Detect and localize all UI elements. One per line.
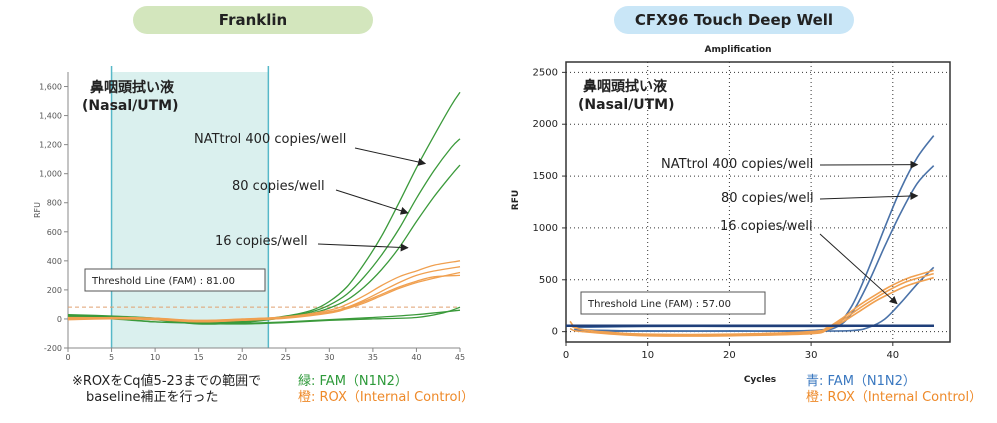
franklin-title: Franklin — [133, 6, 373, 34]
fam-series-line — [67, 309, 461, 324]
y-tick-label: 600 — [47, 228, 62, 237]
threshold-label: Threshold Line (FAM) : 57.00 — [587, 299, 731, 310]
annotation-label: 80 copies/well — [232, 179, 325, 194]
y-tick-label: 1,000 — [39, 170, 62, 179]
sample-label-line2: (Nasal/UTM) — [82, 98, 179, 114]
x-tick-label: 10 — [641, 350, 654, 361]
cfx96-legend: 青: FAM（N1N2） 橙: ROX（Internal Control） — [806, 374, 982, 406]
y-tick-label: 400 — [47, 257, 62, 266]
y-tick-label: 1,200 — [39, 141, 62, 150]
y-axis-label: RFU — [511, 190, 521, 210]
x-tick-label: 5 — [109, 353, 114, 362]
x-tick-label: 35 — [368, 353, 378, 362]
x-tick-label: 0 — [65, 353, 70, 362]
x-tick-label: 0 — [563, 350, 569, 361]
rox-series-line — [67, 271, 461, 323]
annotation-label: 16 copies/well — [215, 234, 308, 249]
annotation-arrow — [317, 243, 409, 252]
sample-label-line1: 鼻咽頭拭い液 — [583, 78, 668, 95]
legend-rox-orange-right: 橙: ROX（Internal Control） — [806, 390, 983, 405]
rox-series-line — [67, 274, 461, 322]
y-tick-label: 0 — [552, 327, 558, 338]
chart-subtitle: Amplification — [704, 45, 771, 55]
annotation-label: 80 copies/well — [721, 191, 814, 206]
cfx96-chart: Amplification 0 500 1000 1500 2000 2500 0 10 20 30… — [511, 45, 951, 385]
x-tick-label: 20 — [723, 350, 736, 361]
y-tick-label: 500 — [539, 275, 558, 286]
cfx96-title: CFX96 Touch Deep Well — [614, 6, 854, 34]
annotation-label: 16 copies/well — [720, 219, 813, 234]
franklin-legend: 緑: FAM（N1N2） 橙: ROX（Internal Control） — [298, 374, 474, 406]
sample-label-line2: (Nasal/UTM) — [578, 97, 675, 113]
y-tick-label: 1,400 — [39, 112, 62, 121]
y-tick-label: 2500 — [533, 67, 558, 78]
annotation-arrow — [335, 189, 409, 215]
x-tick-label: 45 — [455, 353, 465, 362]
threshold-label-box — [580, 291, 766, 315]
legend-rox-orange: 橙: ROX（Internal Control） — [298, 390, 475, 405]
x-tick-label: 10 — [150, 353, 160, 362]
y-tick-label: 1000 — [533, 223, 558, 234]
legend-fam-green: 緑: FAM（N1N2） — [298, 374, 408, 389]
legend-fam-blue: 青: FAM（N1N2） — [806, 374, 916, 389]
y-tick-label: 2000 — [533, 119, 558, 130]
sample-label-line1: 鼻咽頭拭い液 — [90, 79, 175, 96]
x-tick-label: 20 — [237, 353, 247, 362]
x-tick-label: 15 — [194, 353, 204, 362]
y-tick-label: 0 — [57, 315, 62, 324]
annotation-arrow — [354, 147, 427, 166]
annotation-arrow — [819, 233, 898, 305]
threshold-label: Threshold Line (FAM) : 81.00 — [91, 276, 235, 287]
y-tick-label: 800 — [47, 199, 62, 208]
x-tick-label: 40 — [886, 350, 899, 361]
rox-series-line — [569, 276, 934, 337]
baseline-note: ※ROXをCq値5-23までの範囲で baseline補正を行った — [72, 374, 261, 406]
annotation-arrow — [819, 192, 919, 201]
x-tick-label: 30 — [805, 350, 818, 361]
y-tick-label: 1500 — [533, 171, 558, 182]
x-tick-label: 30 — [324, 353, 334, 362]
x-tick-label: 40 — [411, 353, 421, 362]
y-tick-label: 200 — [47, 286, 62, 295]
x-tick-label: 25 — [281, 353, 291, 362]
y-axis-label: RFU — [33, 202, 42, 218]
fam-series-line — [574, 266, 935, 332]
y-tick-label: 1,600 — [39, 83, 62, 92]
rox-series-line — [569, 269, 934, 336]
y-tick-label: -200 — [44, 344, 62, 353]
annotation-label: NATtrol 400 copies/well — [661, 157, 813, 172]
x-axis-label: Cycles — [744, 375, 776, 385]
baseline-note-line2: baseline補正を行った — [86, 390, 219, 405]
baseline-note-line1: ※ROXをCq値5-23までの範囲で — [72, 374, 262, 389]
threshold-label-box — [84, 268, 266, 292]
annotation-label: NATtrol 400 copies/well — [194, 132, 346, 147]
baseline-range-band — [111, 72, 269, 348]
